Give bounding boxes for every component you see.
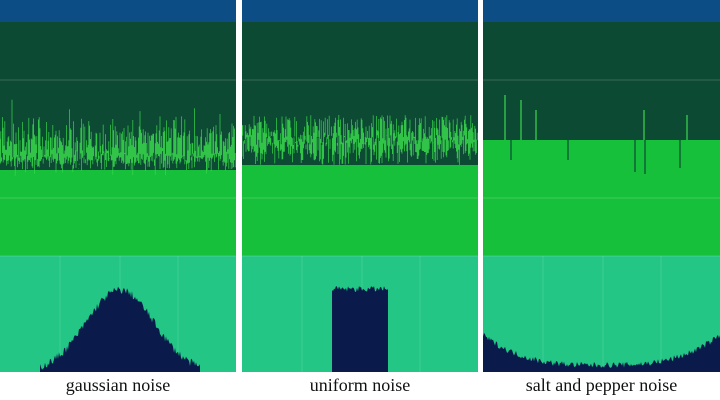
noise-trace [0,99,236,176]
histogram [40,286,200,372]
top-band [242,0,478,22]
histogram [332,286,388,372]
dark-band [483,22,720,140]
green-band [242,165,478,256]
salt-pepper-noise-image [483,0,720,372]
green-band [0,170,236,256]
top-band [0,0,236,22]
gaussian-noise-caption: gaussian noise [65,375,171,395]
uniform-noise-caption: uniform noise [309,375,411,395]
gaussian-noise-panel [0,0,236,372]
teal-band [483,256,720,372]
gaussian-noise-image [0,0,236,372]
top-band [483,0,720,22]
salt-pepper-noise-panel [483,0,720,372]
histogram [483,332,720,372]
uniform-noise-panel [242,0,478,372]
salt-pepper-noise-caption: salt and pepper noise [525,375,678,395]
noise-trace [242,115,478,165]
uniform-noise-image [242,0,478,372]
